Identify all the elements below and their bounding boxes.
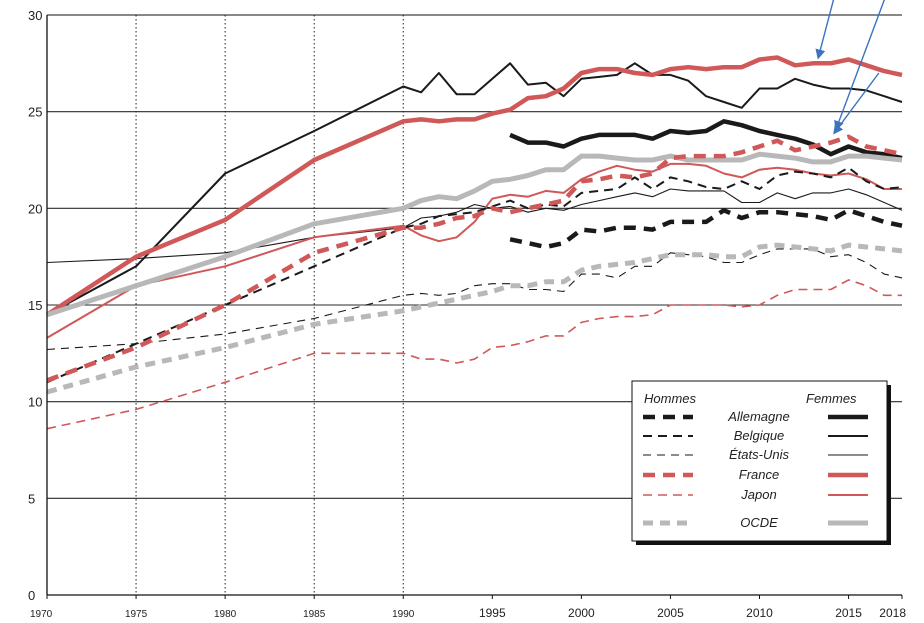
- xtick-label-1985: 1985: [303, 609, 326, 620]
- axes: 1970 1975 1980 1985 1990 1995 2000 2005 2010 2015…: [30, 14, 906, 620]
- annotation-arrow-2: [834, 0, 886, 131]
- xtick-label-1995: 1995: [479, 606, 506, 620]
- legend-label-japon: Japon: [740, 487, 776, 502]
- xtick-label-2010: 2010: [746, 606, 773, 620]
- series-lines: [45, 55, 903, 430]
- xtick-label-1970: 1970: [30, 609, 53, 620]
- legend-header-men: Hommes: [644, 391, 697, 406]
- xtick-label-1980: 1980: [214, 609, 237, 620]
- legend-label-etats-unis: États-Unis: [729, 447, 789, 462]
- series-line-femmes-belgique: [46, 62, 903, 316]
- legend-label-france: France: [739, 467, 779, 482]
- series-line-femmes-ocde: [46, 151, 903, 318]
- ytick-label-30: 30: [28, 8, 42, 23]
- ytick-label-10: 10: [28, 395, 42, 410]
- dotted-vertical-lines: [135, 15, 404, 595]
- ytick-label-5: 5: [28, 491, 35, 506]
- series-line-femmes-japon: [46, 162, 902, 339]
- xtick-label-2005: 2005: [657, 606, 684, 620]
- series-line-hommes-ocde: [46, 242, 903, 395]
- legend-box: [631, 380, 888, 542]
- series-line-hommes-allemagne: [509, 208, 903, 250]
- series-line-femmes-france: [45, 55, 903, 317]
- xtick-label-1975: 1975: [125, 609, 148, 620]
- legend-label-belgique: Belgique: [734, 428, 785, 443]
- xtick-label-1990: 1990: [392, 609, 415, 620]
- ytick-label-20: 20: [28, 201, 42, 216]
- legend-header-women: Femmes: [806, 391, 857, 406]
- annotation-arrow-3: [833, 72, 880, 135]
- annotations: [815, 0, 886, 135]
- legend-label-allemagne: Allemagne: [727, 409, 789, 424]
- ytick-label-15: 15: [28, 298, 42, 313]
- legend-label-ocde: OCDE: [740, 515, 778, 530]
- series-line-hommes-etats-unis: [46, 248, 903, 351]
- annotation-arrow-1: [815, 0, 835, 60]
- xtick-label-2000: 2000: [568, 606, 595, 620]
- series-line-hommes-france: [46, 134, 903, 383]
- series-line-femmes-etats-unis: [46, 188, 903, 264]
- xtick-label-2018: 2018: [879, 606, 906, 620]
- series-line-femmes-allemagne: [509, 119, 903, 161]
- series-line-hommes-belgique: [46, 166, 903, 384]
- xtick-label-2015: 2015: [835, 606, 862, 620]
- series-line-hommes-japon: [46, 279, 902, 430]
- legend: Hommes Femmes Allemagne Belgique États-Uni…: [631, 380, 891, 545]
- ytick-label-0: 0: [28, 588, 35, 603]
- ytick-label-25: 25: [28, 105, 42, 120]
